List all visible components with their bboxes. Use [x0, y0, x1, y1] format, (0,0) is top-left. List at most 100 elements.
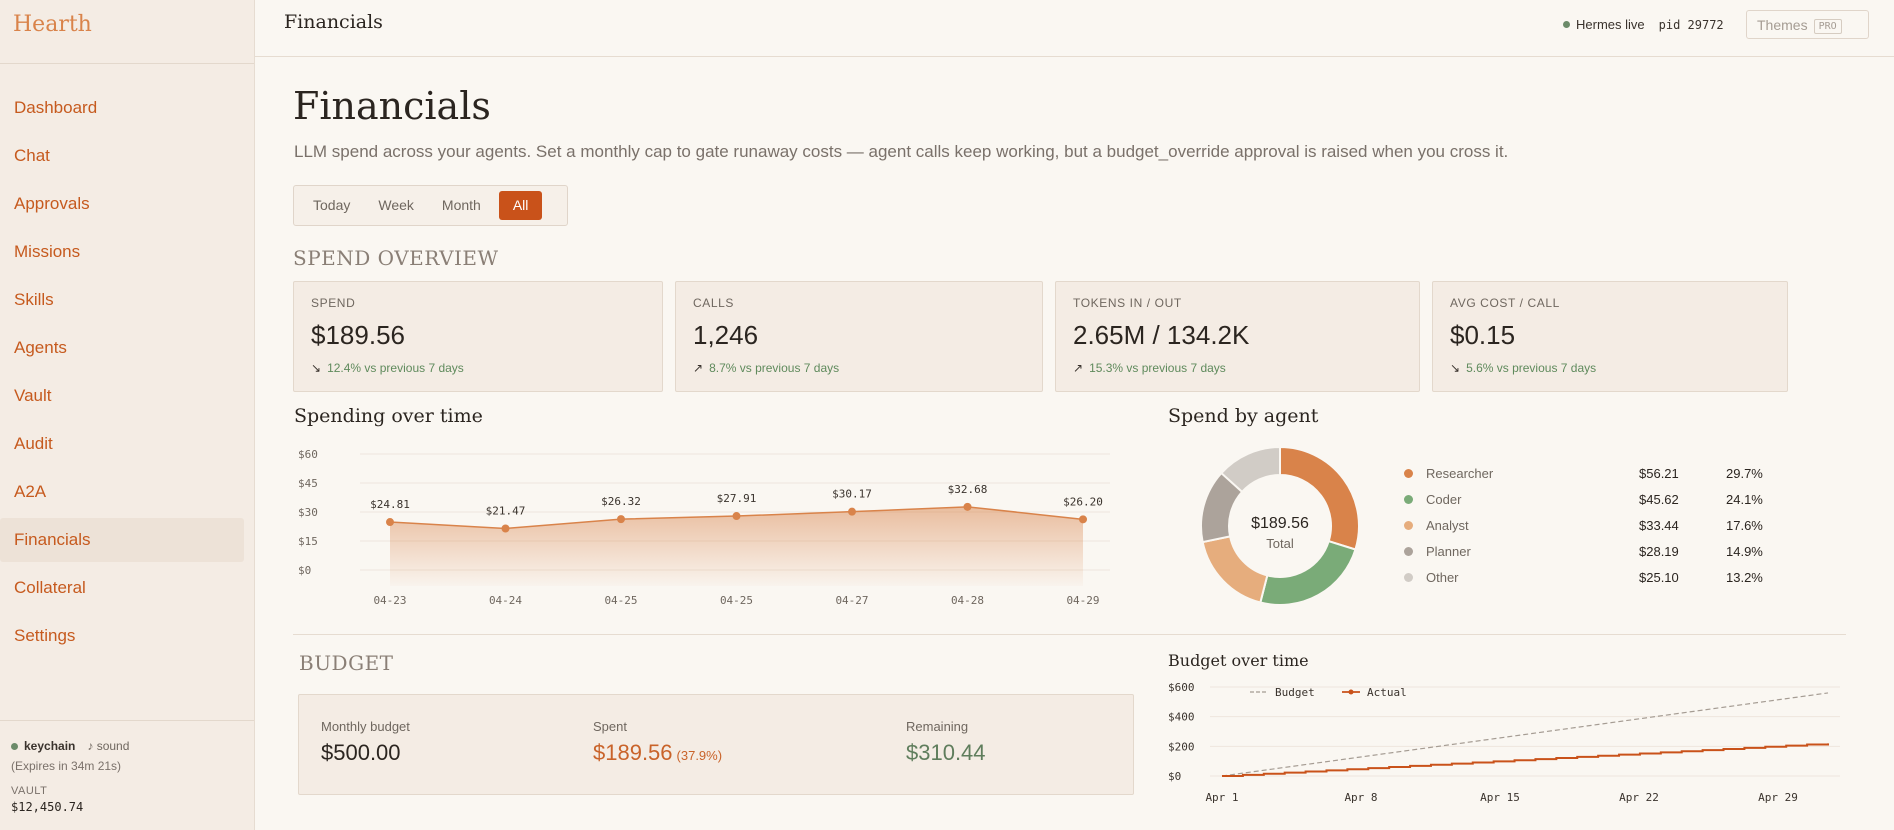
card-value: $189.56: [311, 320, 405, 350]
sidebar-item-dashboard[interactable]: Dashboard: [14, 98, 98, 117]
legend-amount: $45.62: [1639, 491, 1679, 507]
sound-toggle[interactable]: ♪ sound: [87, 739, 130, 753]
sidebar-footer: keychain ♪ sound (Expires in 34m 21s) VA…: [0, 720, 254, 830]
tokens-card: TOKENS IN / OUT 2.65M / 134.2K ↗ 15.3% vs…: [1055, 281, 1420, 392]
monthly-budget-label: Monthly budget: [321, 719, 410, 734]
data-label: $24.81: [370, 498, 410, 511]
sidebar-item-vault[interactable]: Vault: [14, 386, 52, 405]
sidebar-item-approvals[interactable]: Approvals: [14, 194, 90, 213]
y-tick-label: $0: [298, 564, 311, 577]
legend-amount: $56.21: [1639, 465, 1679, 481]
vault-amount: $12,450.74: [11, 800, 84, 814]
sidebar-item-chat[interactable]: Chat: [14, 146, 50, 165]
calls-card: CALLS 1,246 ↗ 8.7% vs previous 7 days: [675, 281, 1043, 392]
legend-name: Planner: [1426, 543, 1471, 559]
legend-row: Analyst $33.44 17.6%: [1404, 512, 1764, 538]
card-value: 2.65M / 134.2K: [1073, 320, 1250, 350]
card-value: 1,246: [693, 320, 759, 350]
sidebar-nav: Dashboard Chat Approvals Missions Skills Agen…: [0, 86, 254, 658]
spent: Spent $189.56 (37.9%): [593, 719, 722, 766]
card-delta: ↘ 12.4% vs previous 7 days: [311, 361, 645, 375]
sidebar-item-collateral[interactable]: Collateral: [14, 578, 86, 597]
status-text: Hermes live: [1576, 17, 1645, 32]
y-tick-label: $400: [1168, 711, 1195, 724]
legend-amount: $25.10: [1639, 569, 1679, 585]
tab-week[interactable]: Week: [378, 197, 414, 213]
data-point: [848, 507, 856, 516]
legend-percent: 24.1%: [1726, 491, 1763, 507]
sidebar-item-skills[interactable]: Skills: [14, 290, 54, 309]
card-label: TOKENS IN / OUT: [1073, 296, 1182, 310]
spend-overview-heading: SPEND OVERVIEW: [293, 246, 499, 270]
spent-value-row: $189.56 (37.9%): [593, 740, 722, 766]
range-selector: Today Week Month All: [293, 185, 568, 226]
card-value: $0.15: [1450, 320, 1516, 350]
agent-legend: Researcher $56.21 29.7% Coder $45.62 24.1% Ana…: [1404, 460, 1764, 590]
keychain-expiry: (Expires in 34m 21s): [11, 759, 122, 773]
budget-line: [1221, 692, 1829, 777]
brand-logo[interactable]: Hearth: [0, 0, 254, 64]
x-tick-label: Apr 29: [1758, 791, 1798, 804]
budget-chart-title: Budget over time: [1168, 651, 1309, 670]
spending-over-time-chart: $60 $45 $30 $15 $0 $24.81 04-23 $21.47 04-24 $26.…: [298, 448, 1110, 607]
section-divider: [293, 634, 1846, 635]
sidebar-item-missions[interactable]: Missions: [14, 242, 81, 261]
budget-card: Monthly budget $500.00 Spent $189.56 (37.…: [298, 694, 1134, 795]
agent-chart-title: Spend by agent: [1168, 405, 1319, 427]
data-label: $30.17: [832, 488, 872, 501]
status-dot: [1563, 21, 1570, 28]
hermes-status: Hermes live pid 29772: [1563, 17, 1724, 32]
card-label: CALLS: [693, 296, 735, 310]
x-tick-label: 04-25: [604, 594, 637, 607]
legend-row: Other $25.10 13.2%: [1404, 564, 1764, 590]
trend-up-icon: ↗: [693, 361, 704, 375]
legend-name: Coder: [1426, 491, 1462, 507]
donut-slice-other: [1219, 445, 1281, 494]
data-label: $21.47: [486, 504, 526, 517]
tab-month[interactable]: Month: [441, 197, 481, 213]
sidebar-item-agents[interactable]: Agents: [14, 338, 67, 357]
tab-all[interactable]: All: [498, 191, 543, 220]
data-point: [617, 515, 625, 524]
y-tick-label: $30: [298, 506, 318, 519]
monthly-budget: Monthly budget $500.00: [321, 719, 410, 766]
delta-text: 12.4% vs previous 7 days: [327, 361, 464, 375]
sidebar-item-audit[interactable]: Audit: [14, 434, 53, 453]
delta-text: 15.3% vs previous 7 days: [1089, 361, 1226, 375]
data-point: [386, 518, 394, 527]
monthly-budget-value[interactable]: $500.00: [321, 740, 401, 765]
tab-today[interactable]: Today: [313, 197, 351, 213]
legend-swatch: [1404, 546, 1413, 556]
legend-swatch: [1404, 572, 1413, 582]
card-delta: ↗ 15.3% vs previous 7 days: [1073, 361, 1402, 375]
remaining-label: Remaining: [906, 719, 969, 734]
legend-percent: 17.6%: [1726, 517, 1763, 533]
keychain-label[interactable]: keychain: [24, 739, 76, 753]
pid-text: pid 29772: [1658, 17, 1724, 32]
sidebar: Hearth Dashboard Chat Approvals Missions Ski…: [0, 0, 255, 830]
y-tick-label: $60: [298, 448, 318, 461]
legend-percent: 29.7%: [1726, 465, 1763, 481]
donut-total-value: $189.56: [1251, 515, 1309, 532]
page-title: Financials: [293, 84, 491, 128]
legend-row: Planner $28.19 14.9%: [1404, 538, 1764, 564]
sidebar-item-settings[interactable]: Settings: [14, 626, 76, 645]
sidebar-item-a2a[interactable]: A2A: [14, 482, 47, 501]
x-tick-label: 04-29: [1066, 594, 1099, 607]
y-tick-label: $0: [1168, 770, 1181, 783]
spend-by-agent-donut: [1200, 445, 1360, 606]
data-label: $32.68: [948, 483, 988, 496]
topbar-title: Financials: [284, 11, 383, 33]
x-tick-label: 04-23: [373, 594, 406, 607]
actual-legend-label: Actual: [1367, 686, 1407, 699]
legend-row: Coder $45.62 24.1%: [1404, 486, 1764, 512]
budget-over-time-chart: $600 $400 $200 $0 Apr 1 Apr 8 Apr 15 Apr 22 Apr …: [1168, 681, 1840, 804]
legend-swatch: [1404, 494, 1413, 504]
y-tick-label: $200: [1168, 740, 1195, 753]
spent-label: Spent: [593, 719, 627, 734]
card-delta: ↗ 8.7% vs previous 7 days: [693, 361, 1025, 375]
themes-button[interactable]: Themes PRO: [1746, 10, 1869, 39]
sidebar-item-financials[interactable]: Financials: [0, 518, 244, 562]
vault-label: VAULT: [11, 785, 48, 797]
remaining: Remaining $310.44: [906, 719, 986, 766]
